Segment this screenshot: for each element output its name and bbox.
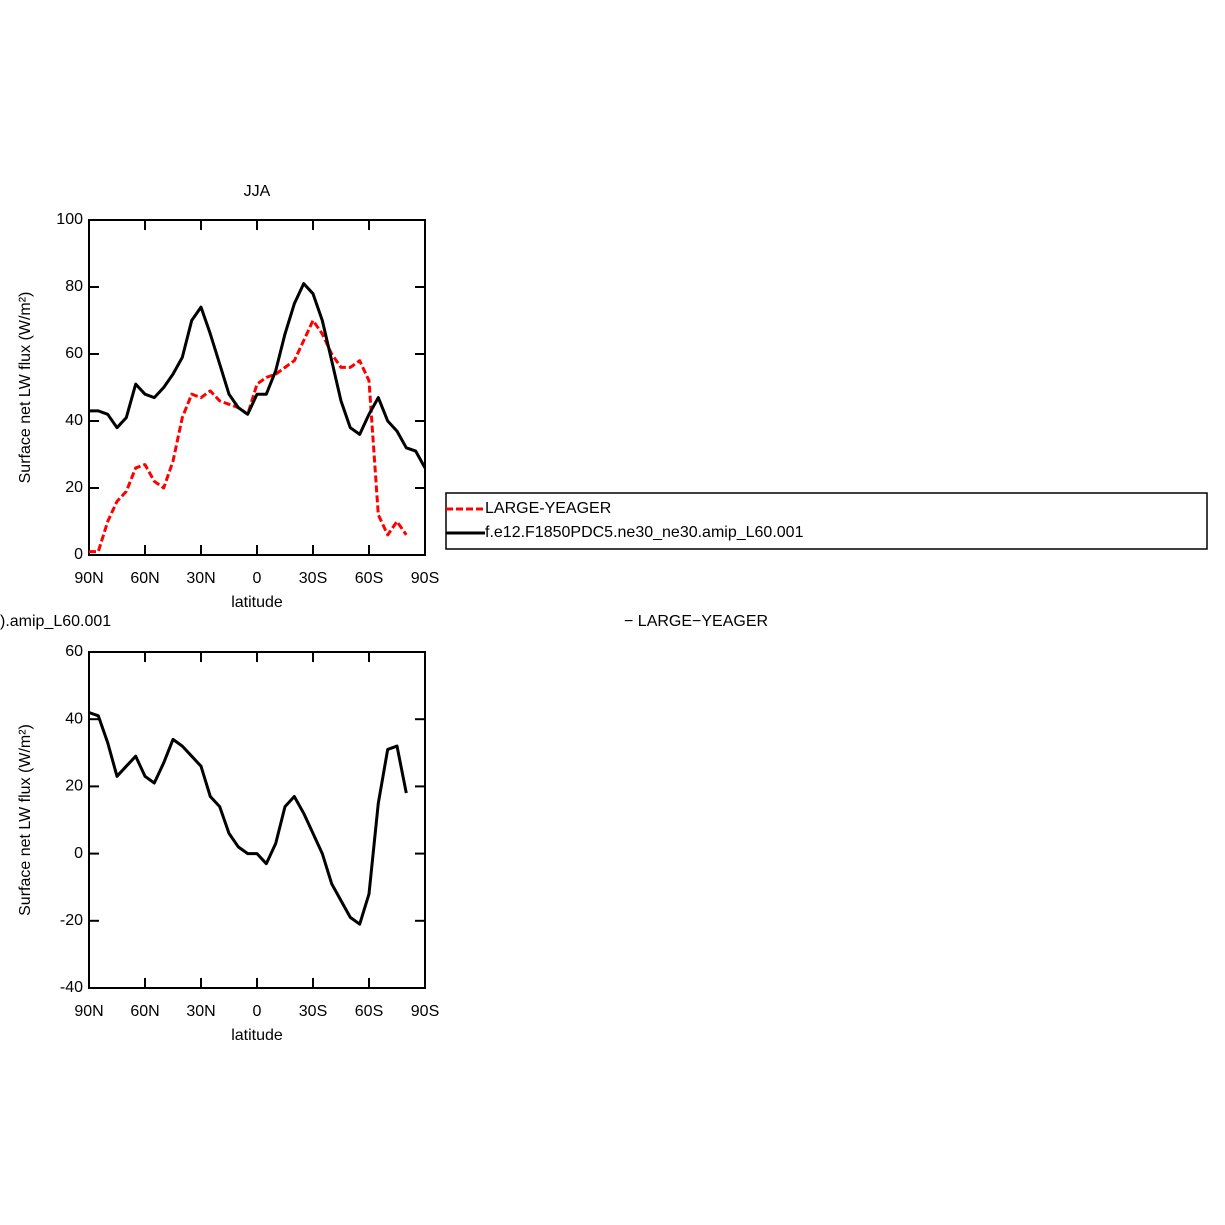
x-tick-label: 90S	[411, 1003, 439, 1020]
legend-label: LARGE-YEAGER	[485, 500, 611, 517]
x-tick-label: 60S	[355, 570, 383, 587]
y-tick-label: 40	[65, 412, 83, 429]
legend-label: f.e12.F1850PDC5.ne30_ne30.amip_L60.001	[485, 524, 804, 541]
y-tick-label: 0	[74, 845, 83, 862]
y-tick-label: 0	[74, 546, 83, 563]
x-tick-label: 30S	[299, 570, 327, 587]
data-line	[89, 282, 427, 469]
legend-box	[445, 492, 1208, 550]
y-tick-label: 60	[65, 345, 83, 362]
x-axis-label: latitude	[231, 594, 283, 611]
chart-title: JJA	[244, 183, 271, 200]
x-tick-label: 90S	[411, 570, 439, 587]
subtitle-left: ).amip_L60.001	[0, 613, 111, 630]
x-tick-label: 30N	[186, 570, 215, 587]
x-tick-label: 90N	[74, 570, 103, 587]
y-axis-label: Surface net LW flux (W/m²)	[17, 724, 34, 916]
y-tick-label: -20	[60, 912, 83, 929]
x-tick-label: 60S	[355, 1003, 383, 1020]
x-tick-label: 60N	[130, 1003, 159, 1020]
x-tick-label: 90N	[74, 1003, 103, 1020]
x-tick-label: 30S	[299, 1003, 327, 1020]
x-tick-label: 0	[253, 570, 262, 587]
y-tick-label: 80	[65, 278, 83, 295]
y-tick-label: 20	[65, 778, 83, 795]
subtitle-right: − LARGE−YEAGER	[624, 613, 768, 630]
y-tick-label: 100	[56, 211, 83, 228]
x-tick-label: 30N	[186, 1003, 215, 1020]
x-tick-label: 60N	[130, 570, 159, 587]
y-axis-label: Surface net LW flux (W/m²)	[17, 292, 34, 484]
data-line	[89, 319, 408, 554]
y-tick-label: 40	[65, 710, 83, 727]
data-line	[88, 711, 408, 926]
x-tick-label: 0	[253, 1003, 262, 1020]
y-tick-label: 60	[65, 643, 83, 660]
y-tick-label: 20	[65, 479, 83, 496]
plot-frame	[88, 219, 426, 556]
y-tick-label: -40	[60, 979, 83, 996]
x-axis-label: latitude	[231, 1027, 283, 1044]
plot-frame	[88, 651, 426, 989]
